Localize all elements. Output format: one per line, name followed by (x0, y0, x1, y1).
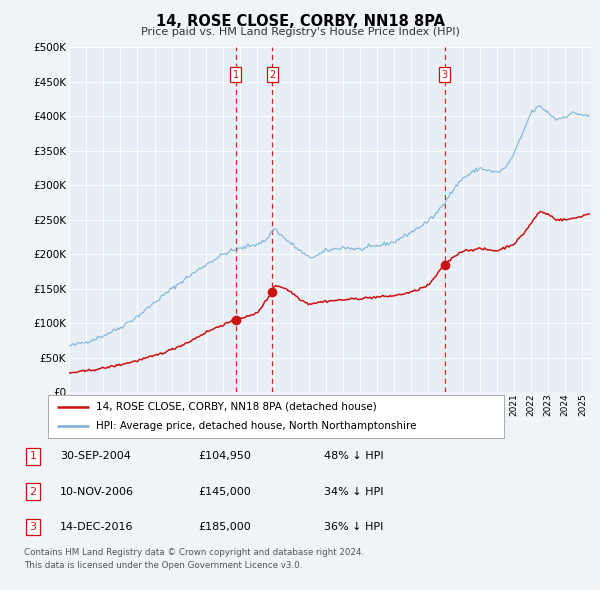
Text: 14, ROSE CLOSE, CORBY, NN18 8PA (detached house): 14, ROSE CLOSE, CORBY, NN18 8PA (detache… (96, 402, 377, 412)
Text: 2: 2 (269, 70, 275, 80)
Text: 1: 1 (233, 70, 239, 80)
Text: 36% ↓ HPI: 36% ↓ HPI (324, 522, 383, 532)
Text: Price paid vs. HM Land Registry's House Price Index (HPI): Price paid vs. HM Land Registry's House … (140, 27, 460, 37)
Text: 48% ↓ HPI: 48% ↓ HPI (324, 451, 383, 461)
Text: 1: 1 (29, 451, 37, 461)
Text: 3: 3 (29, 522, 37, 532)
Text: This data is licensed under the Open Government Licence v3.0.: This data is licensed under the Open Gov… (24, 560, 302, 569)
Text: 14-DEC-2016: 14-DEC-2016 (60, 522, 133, 532)
Text: £185,000: £185,000 (198, 522, 251, 532)
Text: £145,000: £145,000 (198, 487, 251, 497)
Text: 34% ↓ HPI: 34% ↓ HPI (324, 487, 383, 497)
Text: Contains HM Land Registry data © Crown copyright and database right 2024.: Contains HM Land Registry data © Crown c… (24, 548, 364, 556)
Text: HPI: Average price, detached house, North Northamptonshire: HPI: Average price, detached house, Nort… (96, 421, 416, 431)
Text: 30-SEP-2004: 30-SEP-2004 (60, 451, 131, 461)
Text: 14, ROSE CLOSE, CORBY, NN18 8PA: 14, ROSE CLOSE, CORBY, NN18 8PA (155, 14, 445, 28)
Text: 10-NOV-2006: 10-NOV-2006 (60, 487, 134, 497)
Text: £104,950: £104,950 (198, 451, 251, 461)
Text: 3: 3 (442, 70, 448, 80)
Text: 2: 2 (29, 487, 37, 497)
